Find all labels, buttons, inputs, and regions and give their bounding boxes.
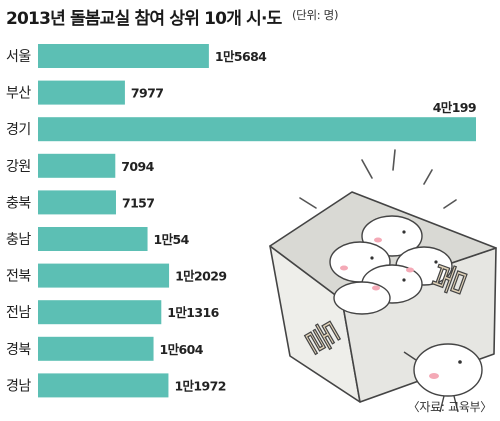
bar	[38, 190, 116, 215]
category-label: 경기	[6, 122, 31, 138]
value-label: 7977	[131, 86, 163, 101]
bar	[38, 227, 148, 251]
source-note: 〈자료: 교육부〉	[407, 400, 493, 414]
value-label: 1만1316	[167, 305, 219, 320]
value-label: 1만5684	[215, 49, 267, 64]
bar	[38, 263, 170, 288]
bar	[38, 117, 476, 142]
bar	[38, 300, 162, 325]
chart-title: 2013년 돌봄교실 참여 상위 10개 시·도	[6, 9, 282, 29]
value-label: 1만1972	[174, 378, 225, 393]
category-label: 부산	[6, 86, 31, 102]
bar	[38, 373, 169, 398]
category-label: 전남	[6, 305, 31, 321]
value-label: 7157	[122, 195, 154, 210]
value-label: 1만604	[160, 342, 204, 357]
bar	[38, 44, 209, 68]
unit-label: (단위: 명)	[292, 8, 339, 22]
category-label: 경북	[6, 342, 31, 358]
value-label: 1만54	[154, 232, 190, 247]
category-label: 경남	[6, 378, 31, 394]
value-label: 1만2029	[175, 269, 226, 284]
category-label: 서울	[6, 49, 31, 65]
bar	[38, 153, 116, 178]
category-label: 전북	[6, 269, 31, 285]
bar	[38, 336, 154, 361]
category-label: 충남	[6, 232, 31, 248]
category-label: 강원	[6, 159, 31, 175]
value-label: 7094	[121, 159, 154, 174]
category-label: 충북	[6, 195, 31, 211]
bar	[38, 80, 125, 105]
value-label: 4만199	[433, 100, 476, 115]
